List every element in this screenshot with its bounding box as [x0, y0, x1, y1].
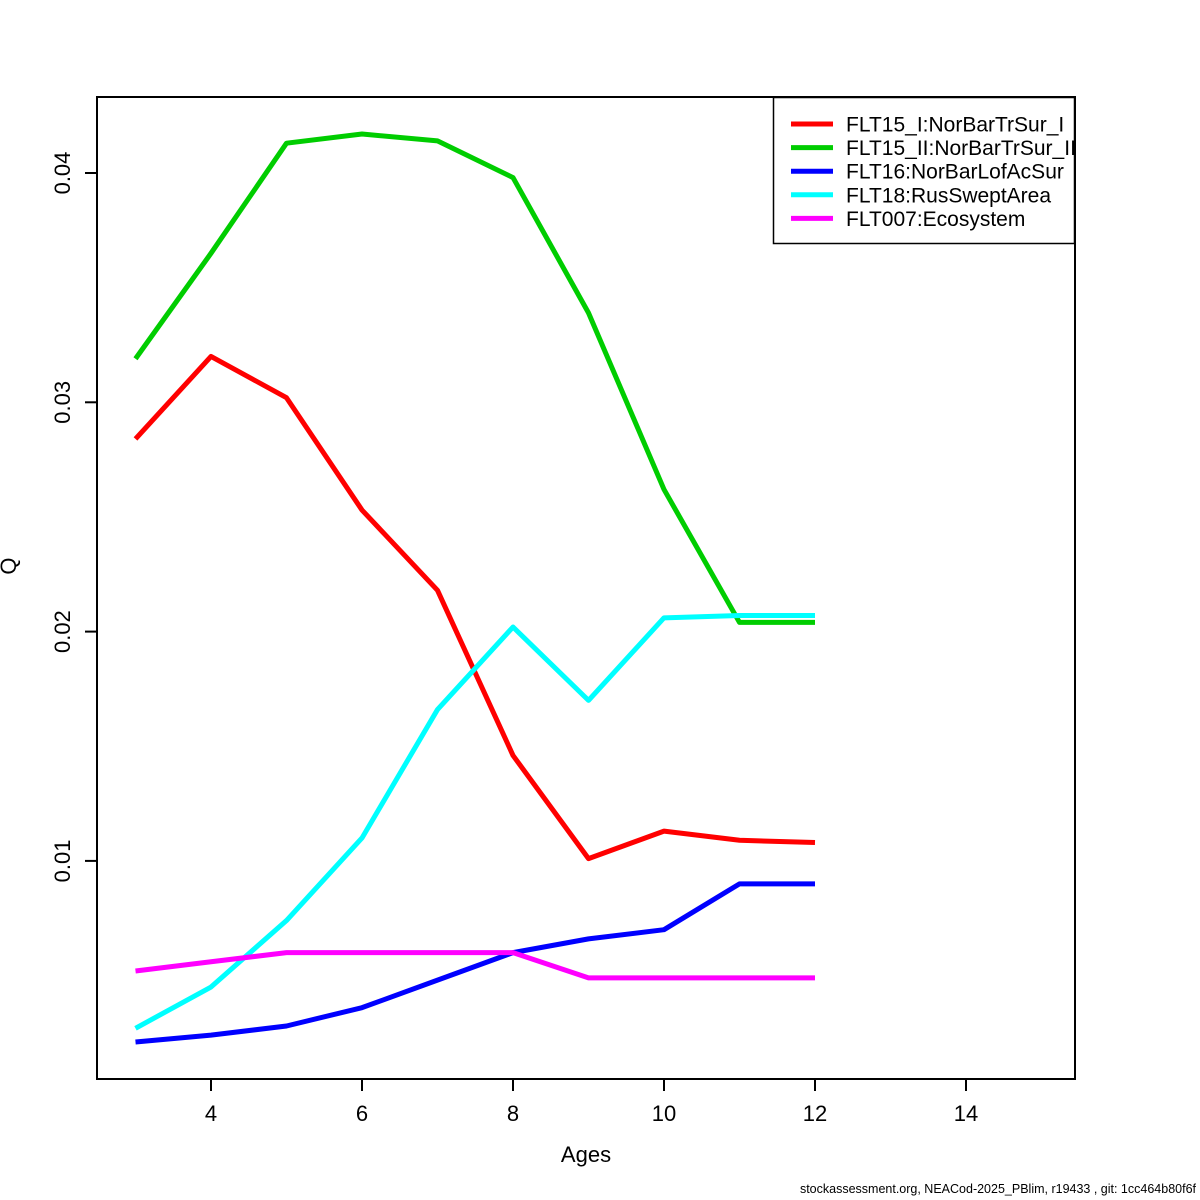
legend-entry: FLT16:NorBarLofAcSur — [791, 161, 1064, 184]
x-axis-tick-label: 8 — [507, 1101, 519, 1126]
series-layer — [133, 131, 816, 1045]
series-line-FLT16 — [135, 881, 815, 1045]
y-axis-tick-label: 0.04 — [50, 152, 75, 195]
legend-entry: FLT007:Ecosystem — [791, 208, 1025, 231]
legend-label: FLT15_II:NorBarTrSur_II — [846, 137, 1076, 160]
legend-label: FLT15_I:NorBarTrSur_I — [846, 114, 1064, 137]
legend-entry: FLT15_II:NorBarTrSur_II — [791, 137, 1076, 160]
x-axis-tick-label: 12 — [803, 1101, 827, 1126]
y-axis-tick-label: 0.03 — [50, 381, 75, 424]
y-axis-tick-label: 0.01 — [50, 839, 75, 882]
legend-entry: FLT18:RusSweptArea — [791, 184, 1051, 207]
plot-box — [96, 96, 1076, 1080]
legend-label: FLT007:Ecosystem — [846, 208, 1025, 231]
series-line-FLT15_II — [133, 131, 815, 625]
x-axis-tick-label: 14 — [954, 1101, 978, 1126]
x-axis-tick-label: 6 — [356, 1101, 368, 1126]
series-line-FLT18 — [134, 613, 815, 1031]
x-axis-title: Ages — [561, 1142, 611, 1167]
series-line-FLT15_I — [133, 353, 816, 862]
y-axis-title: Q — [0, 557, 21, 574]
series-line-FLT007 — [135, 950, 815, 981]
y-axis-tick-label: 0.02 — [50, 610, 75, 653]
legend-layer: FLT15_I:NorBarTrSur_IFLT15_II:NorBarTrSu… — [772, 96, 1076, 245]
legend-label: FLT18:RusSweptArea — [846, 184, 1051, 207]
x-axis-tick-label: 10 — [652, 1101, 676, 1126]
x-axis-tick-label: 4 — [205, 1101, 217, 1126]
legend-label: FLT16:NorBarLofAcSur — [846, 161, 1064, 184]
axes-layer: 4 6 8 10 12 14 0.01 0.02 0.03 0.04 — [50, 96, 1076, 1126]
legend-entry: FLT15_I:NorBarTrSur_I — [791, 114, 1064, 137]
footer-text: stockassessment.org, NEACod-2025_PBlim, … — [800, 1182, 1197, 1196]
